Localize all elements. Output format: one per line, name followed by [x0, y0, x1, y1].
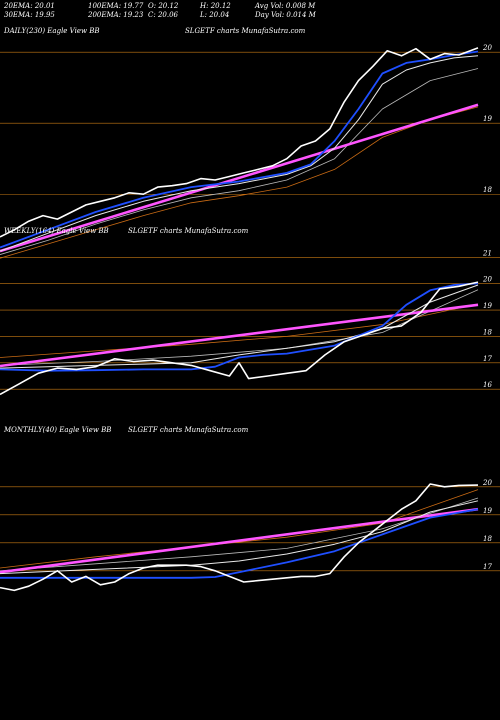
- weekly-tick-label: 16: [483, 381, 492, 389]
- header-high: H: 20.12: [199, 2, 231, 10]
- daily-tick-label: 20: [482, 44, 492, 52]
- weekly-trend-line: [0, 303, 479, 368]
- header-open: O: 20.12: [148, 2, 179, 10]
- header-200ema: 200EMA: 19.23: [87, 11, 144, 19]
- header-30ema: 30EMA: 19.95: [4, 11, 55, 19]
- monthly-ema20-line: [0, 508, 479, 579]
- monthly-tick-label: 19: [483, 507, 492, 515]
- weekly-label: WEEKLY(164) Eagle View BB: [4, 227, 109, 235]
- chart-panels: DAILY(230) Eagle View BB SLGETF charts Mu…: [0, 27, 500, 592]
- monthly-tick-label: 20: [482, 479, 492, 487]
- monthly-tick-label: 17: [483, 563, 492, 571]
- monthly-panel: MONTHLY(40) Eagle View BB SLGETF charts M…: [0, 426, 500, 592]
- monthly-price-line: [0, 483, 479, 592]
- header: 20EMA: 20.01 100EMA: 19.77 O: 20.12 H: 2…: [3, 2, 317, 19]
- weekly-ema30-line: [0, 284, 479, 369]
- monthly-ema200-line: [0, 489, 479, 569]
- daily-ema30-line: [0, 55, 479, 252]
- header-low: L: 20.04: [199, 11, 229, 19]
- weekly-ema100-line: [0, 289, 479, 366]
- monthly-tick-label: 18: [483, 535, 492, 543]
- weekly-tick-label: 19: [483, 302, 492, 310]
- weekly-tick-label: 18: [483, 328, 492, 336]
- header-avg-vol: Avg Vol: 0.008 M: [254, 2, 316, 10]
- header-100ema: 100EMA: 19.77: [88, 2, 144, 10]
- header-20ema: 20EMA: 20.01: [3, 2, 55, 10]
- weekly-tick-label: 21: [482, 249, 492, 257]
- daily-tick-label: 19: [483, 115, 492, 123]
- daily-label: DAILY(230) Eagle View BB: [3, 27, 100, 35]
- weekly-price-line: [0, 281, 479, 396]
- weekly-tick-label: 20: [482, 276, 492, 284]
- weekly-ema200-line: [0, 303, 479, 358]
- weekly-ema20-line: [0, 282, 479, 372]
- monthly-watermark: SLGETF charts MunafaSutra.com: [128, 426, 249, 434]
- daily-watermark: SLGETF charts MunafaSutra.com: [185, 27, 306, 35]
- monthly-ema100-line: [0, 497, 479, 572]
- daily-ema200-line: [0, 106, 479, 259]
- header-day-vol: Day Vol: 0.014 M: [254, 11, 317, 19]
- header-close: C: 20.06: [148, 11, 179, 19]
- weekly-tick-label: 17: [483, 355, 492, 363]
- daily-tick-label: 18: [483, 186, 492, 194]
- daily-ema100-line: [0, 68, 479, 255]
- weekly-watermark: SLGETF charts MunafaSutra.com: [128, 227, 249, 235]
- weekly-panel: WEEKLY(164) Eagle View BB SLGETF charts M…: [0, 227, 500, 396]
- daily-panel: DAILY(230) Eagle View BB SLGETF charts Mu…: [0, 27, 500, 259]
- monthly-ema30-line: [0, 500, 479, 575]
- daily-trend-line: [0, 103, 479, 253]
- monthly-label: MONTHLY(40) Eagle View BB: [3, 426, 111, 434]
- monthly-trend-line: [0, 507, 479, 574]
- daily-price-line: [0, 47, 479, 238]
- daily-ema20-line: [0, 50, 479, 249]
